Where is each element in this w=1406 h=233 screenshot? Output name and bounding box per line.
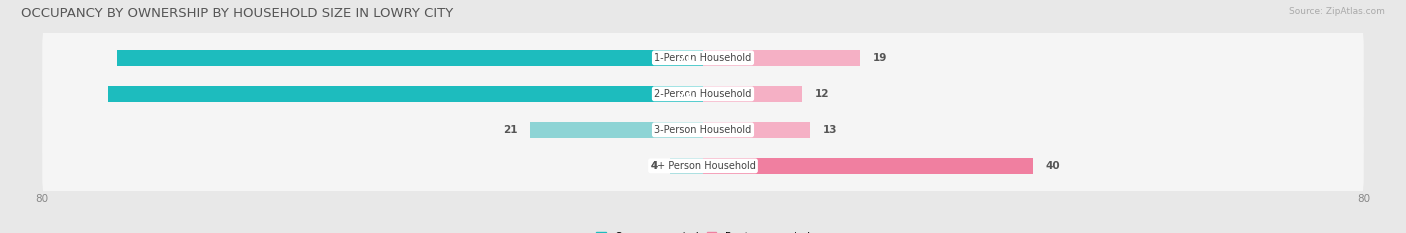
Text: 40: 40	[1046, 161, 1060, 171]
Text: 12: 12	[814, 89, 830, 99]
Text: 13: 13	[823, 125, 838, 135]
Bar	[117, 50, 703, 66]
FancyBboxPatch shape	[42, 99, 1364, 161]
Bar	[108, 86, 703, 102]
FancyBboxPatch shape	[42, 99, 1364, 161]
Bar	[530, 122, 703, 138]
Bar	[703, 122, 810, 138]
FancyBboxPatch shape	[42, 135, 1364, 197]
Text: 2-Person Household: 2-Person Household	[654, 89, 752, 99]
Legend: Owner-occupied, Renter-occupied: Owner-occupied, Renter-occupied	[592, 228, 814, 233]
Text: 71: 71	[678, 53, 693, 63]
Bar	[703, 158, 1033, 174]
FancyBboxPatch shape	[42, 27, 1364, 89]
Text: OCCUPANCY BY OWNERSHIP BY HOUSEHOLD SIZE IN LOWRY CITY: OCCUPANCY BY OWNERSHIP BY HOUSEHOLD SIZE…	[21, 7, 453, 20]
FancyBboxPatch shape	[42, 27, 1364, 89]
Text: 4+ Person Household: 4+ Person Household	[651, 161, 755, 171]
Bar	[703, 86, 801, 102]
FancyBboxPatch shape	[42, 63, 1364, 125]
Text: 21: 21	[502, 125, 517, 135]
Text: 1-Person Household: 1-Person Household	[654, 53, 752, 63]
Text: 4: 4	[650, 161, 658, 171]
Bar	[669, 158, 703, 174]
FancyBboxPatch shape	[42, 63, 1364, 125]
Text: 3-Person Household: 3-Person Household	[654, 125, 752, 135]
Bar	[703, 50, 860, 66]
Text: 19: 19	[872, 53, 887, 63]
Text: Source: ZipAtlas.com: Source: ZipAtlas.com	[1289, 7, 1385, 16]
FancyBboxPatch shape	[42, 135, 1364, 197]
Text: 72: 72	[678, 89, 693, 99]
